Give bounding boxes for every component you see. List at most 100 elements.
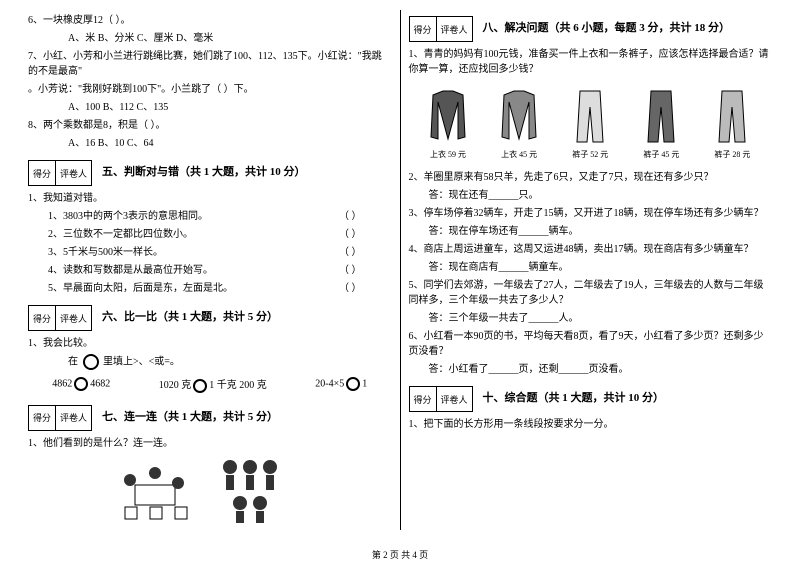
- r-q3: 3、停车场停着32辆车，开走了15辆，又开进了18辆，现在停车场还有多少辆车？: [409, 206, 773, 221]
- connect-illustration: [120, 455, 300, 525]
- scorer-label: 评卷人: [56, 306, 91, 330]
- page-footer: 第 2 页 共 4 页: [0, 548, 800, 561]
- q6-options: A、米 B、分米 C、厘米 D、毫米: [28, 31, 392, 46]
- section7-header: 得分 评卷人 七、连一连（共 1 大题，共计 5 分）: [28, 399, 392, 433]
- score-label: 得分: [29, 306, 56, 330]
- circle-icon: [83, 354, 99, 370]
- r-q6: 6、小红看一本90页的书，平均每天看8页，看了9天，小红看了多少页？还剩多少页没…: [409, 329, 773, 359]
- judge-2: 2、三位数不一定都比四位数小。 （ ）: [28, 227, 392, 242]
- q7-text-a: 7、小红、小芳和小兰进行跳绳比赛，她们跳了100、112、135下。小红说："我…: [28, 49, 392, 79]
- c3a: 20-4×5: [315, 379, 344, 390]
- j2-bracket: （ ）: [339, 227, 362, 242]
- pants-icon: [565, 87, 615, 147]
- section10-title: 十、综合题（共 1 大题，共计 10 分）: [483, 389, 665, 405]
- page-columns: 6、一块橡皮厚12（ ）。 A、米 B、分米 C、厘米 D、毫米 7、小红、小芳…: [20, 10, 780, 530]
- clothes-label: 上衣 45 元: [494, 149, 544, 160]
- clothes-item-3: 裤子 45 元: [636, 87, 686, 160]
- j3-text: 3、5千米与500米一样长。: [48, 245, 163, 260]
- judge-4: 4、读数和写数都是从最高位开始写。 （ ）: [28, 263, 392, 278]
- clothes-row: 上衣 59 元 上衣 45 元 裤子 52 元 裤子 45 元 裤子 28 元: [409, 83, 773, 164]
- circle-icon: [74, 377, 88, 391]
- section6-title: 六、比一比（共 1 大题，共计 5 分）: [102, 308, 278, 324]
- r-q1: 1、青青的妈妈有100元钱，准备买一件上衣和一条裤子，应该怎样选择最合适？请你算…: [409, 47, 773, 77]
- clothes-item-0: 上衣 59 元: [423, 87, 473, 160]
- clothes-label: 上衣 59 元: [423, 149, 473, 160]
- score-box-6: 得分 评卷人: [28, 305, 92, 331]
- r-q2a: 答：现在还有______只。: [409, 188, 773, 203]
- score-label: 得分: [29, 161, 56, 185]
- judge-1: 1、3803中的两个3表示的意思相同。 （ ）: [28, 209, 392, 224]
- section10-header: 得分 评卷人 十、综合题（共 1 大题，共计 10 分）: [409, 380, 773, 414]
- connect-intro: 1、他们看到的是什么？连一连。: [28, 436, 392, 451]
- r-q4a: 答：现在商店有______辆童车。: [409, 260, 773, 275]
- scorer-label: 评卷人: [56, 406, 91, 430]
- q8-options: A、16 B、10 C、64: [28, 136, 392, 151]
- pants-icon: [707, 87, 757, 147]
- judge-intro: 1、我知道对错。: [28, 191, 392, 206]
- right-column: 得分 评卷人 八、解决问题（共 6 小题，每题 3 分，共计 18 分） 1、青…: [401, 10, 781, 530]
- score-label: 得分: [29, 406, 56, 430]
- judge-5: 5、早晨面向太阳，后面是东，左面是北。 （ ）: [28, 281, 392, 296]
- r-q2: 2、羊圈里原来有58只羊，先走了6只，又走了7只，现在还有多少只？: [409, 170, 773, 185]
- clothes-label: 裤子 28 元: [707, 149, 757, 160]
- c1b: 4682: [90, 379, 110, 390]
- r-q6a: 答：小红看了______页，还剩______页没看。: [409, 362, 773, 377]
- clothes-label: 裤子 52 元: [565, 149, 615, 160]
- clothes-item-1: 上衣 45 元: [494, 87, 544, 160]
- c2a: 1020 克: [159, 380, 192, 391]
- instr-pre: 在: [68, 356, 78, 367]
- clothes-label: 裤子 45 元: [636, 149, 686, 160]
- section8-title: 八、解决问题（共 6 小题，每题 3 分，共计 18 分）: [483, 19, 731, 35]
- clothes-item-2: 裤子 52 元: [565, 87, 615, 160]
- section7-title: 七、连一连（共 1 大题，共计 5 分）: [102, 408, 278, 424]
- c3b: 1: [362, 379, 367, 390]
- compare-instr: 在 里填上>、<或=。: [28, 354, 392, 370]
- q6-text: 6、一块橡皮厚12（ ）。: [28, 13, 392, 28]
- c1: 4862 4682: [52, 377, 110, 391]
- score-box-10: 得分 评卷人: [409, 386, 473, 412]
- j4-bracket: （ ）: [339, 263, 362, 278]
- circle-icon: [193, 379, 207, 393]
- section5-title: 五、判断对与错（共 1 大题，共计 10 分）: [102, 163, 306, 179]
- circle-icon: [346, 377, 360, 391]
- pants-icon: [636, 87, 686, 147]
- score-label: 得分: [410, 17, 437, 41]
- jacket-icon: [494, 87, 544, 147]
- scorer-label: 评卷人: [437, 17, 472, 41]
- c2: 1020 克 1 千克 200 克: [159, 376, 267, 393]
- q7-options: A、100 B、112 C、135: [28, 100, 392, 115]
- section6-header: 得分 评卷人 六、比一比（共 1 大题，共计 5 分）: [28, 299, 392, 333]
- c2b: 1 千克 200 克: [209, 380, 267, 391]
- left-column: 6、一块橡皮厚12（ ）。 A、米 B、分米 C、厘米 D、毫米 7、小红、小芳…: [20, 10, 400, 530]
- judge-3: 3、5千米与500米一样长。 （ ）: [28, 245, 392, 260]
- j5-text: 5、早晨面向太阳，后面是东，左面是北。: [48, 281, 233, 296]
- j4-text: 4、读数和写数都是从最高位开始写。: [48, 263, 213, 278]
- scorer-label: 评卷人: [56, 161, 91, 185]
- c3: 20-4×5 1: [315, 377, 367, 391]
- c1a: 4862: [52, 379, 72, 390]
- section5-header: 得分 评卷人 五、判断对与错（共 1 大题，共计 10 分）: [28, 154, 392, 188]
- compare-row: 4862 4682 1020 克 1 千克 200 克 20-4×5 1: [28, 376, 392, 393]
- r-q3a: 答：现在停车场还有______辆车。: [409, 224, 773, 239]
- r-q5a: 答：三个年级一共去了______人。: [409, 311, 773, 326]
- scorer-label: 评卷人: [437, 387, 472, 411]
- jacket-icon: [423, 87, 473, 147]
- q8-text: 8、两个乘数都是8，积是（ ）。: [28, 118, 392, 133]
- j1-text: 1、3803中的两个3表示的意思相同。: [48, 209, 208, 224]
- instr-post: 里填上>、<或=。: [103, 356, 180, 367]
- q7-text-b: 。小芳说："我刚好跳到100下"。小兰跳了（ ）下。: [28, 82, 392, 97]
- j3-bracket: （ ）: [339, 245, 362, 260]
- j2-text: 2、三位数不一定都比四位数小。: [48, 227, 193, 242]
- clothes-item-4: 裤子 28 元: [707, 87, 757, 160]
- score-box-7: 得分 评卷人: [28, 405, 92, 431]
- section8-header: 得分 评卷人 八、解决问题（共 6 小题，每题 3 分，共计 18 分）: [409, 10, 773, 44]
- r-q5: 5、同学们去郊游，一年级去了27人，二年级去了19人，三年级去的人数与二年级同样…: [409, 278, 773, 308]
- score-box-5: 得分 评卷人: [28, 160, 92, 186]
- z1: 1、把下面的长方形用一条线段按要求分一分。: [409, 417, 773, 432]
- score-label: 得分: [410, 387, 437, 411]
- score-box-8: 得分 评卷人: [409, 16, 473, 42]
- r-q4: 4、商店上周运进童车，这周又运进48辆，卖出17辆。现在商店有多少辆童车？: [409, 242, 773, 257]
- compare-intro: 1、我会比较。: [28, 336, 392, 351]
- j5-bracket: （ ）: [339, 281, 362, 296]
- j1-bracket: （ ）: [339, 209, 362, 224]
